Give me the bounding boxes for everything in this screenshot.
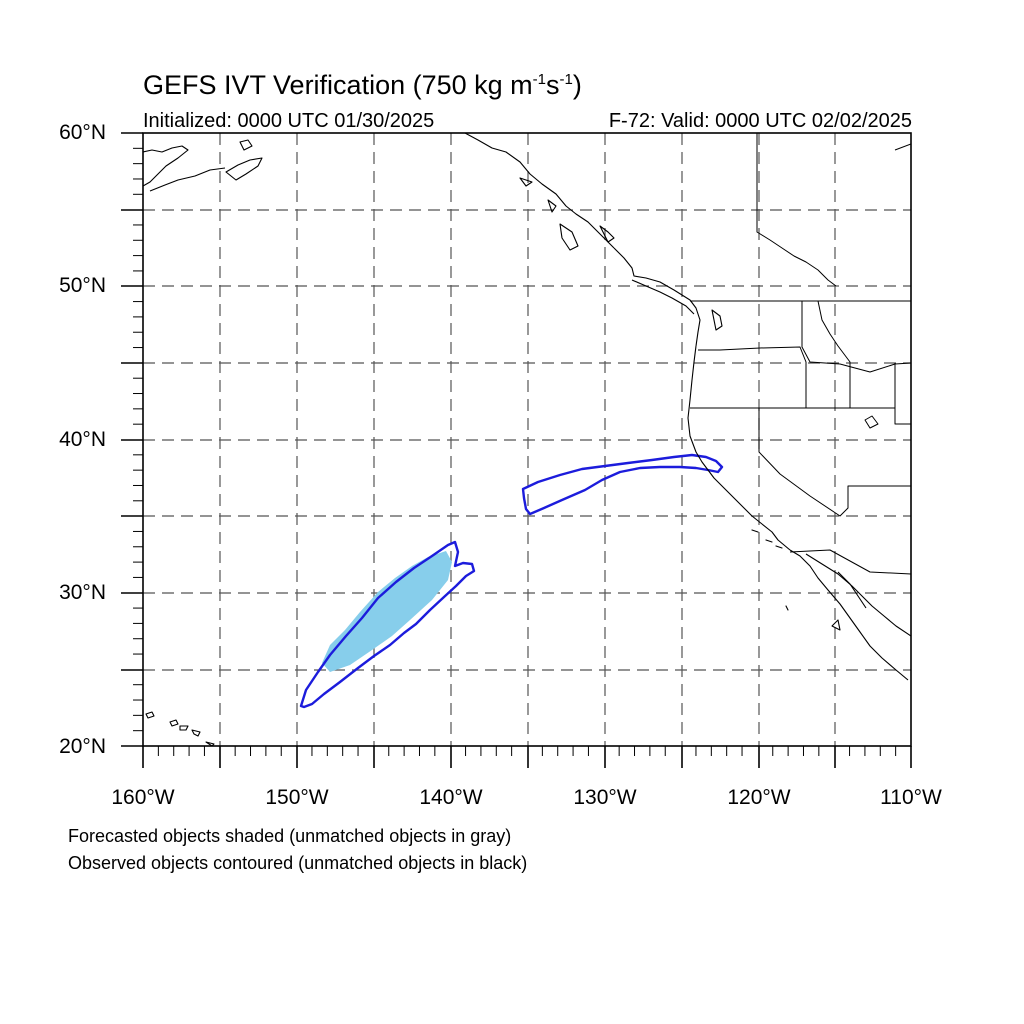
observed-object-contours	[299, 453, 724, 709]
political-boundaries	[690, 133, 911, 575]
lon-label-130w: 130°W	[573, 786, 637, 809]
init-time-label: Initialized: 0000 UTC 01/30/2025	[143, 110, 435, 132]
grid-lines	[143, 133, 911, 746]
lat-label-60n: 60°N	[59, 121, 106, 144]
axis-minor-ticks	[133, 147, 897, 756]
lon-label-140w: 140°W	[419, 786, 483, 809]
lon-label-150w: 150°W	[265, 786, 329, 809]
observed-contour-california	[521, 453, 724, 516]
note-observed: Observed objects contoured (unmatched ob…	[68, 853, 528, 873]
map-title: GEFS IVT Verification (750 kg m-1s-1)	[143, 70, 582, 100]
lat-label-30n: 30°N	[59, 581, 106, 604]
axis-ticks	[121, 132, 912, 768]
lon-label-120w: 120°W	[727, 786, 791, 809]
forecast-object-shaded	[322, 551, 452, 672]
lat-label-40n: 40°N	[59, 428, 106, 451]
lon-label-160w: 160°W	[111, 786, 175, 809]
lon-label-110w: 110°W	[880, 786, 942, 809]
coastlines	[143, 133, 911, 746]
observed-contour-subtropical	[299, 540, 476, 709]
lat-label-50n: 50°N	[59, 274, 106, 297]
note-forecast: Forecasted objects shaded (unmatched obj…	[68, 826, 512, 846]
lat-label-20n: 20°N	[59, 735, 106, 758]
valid-time-label: F-72: Valid: 0000 UTC 02/02/2025	[608, 110, 912, 132]
